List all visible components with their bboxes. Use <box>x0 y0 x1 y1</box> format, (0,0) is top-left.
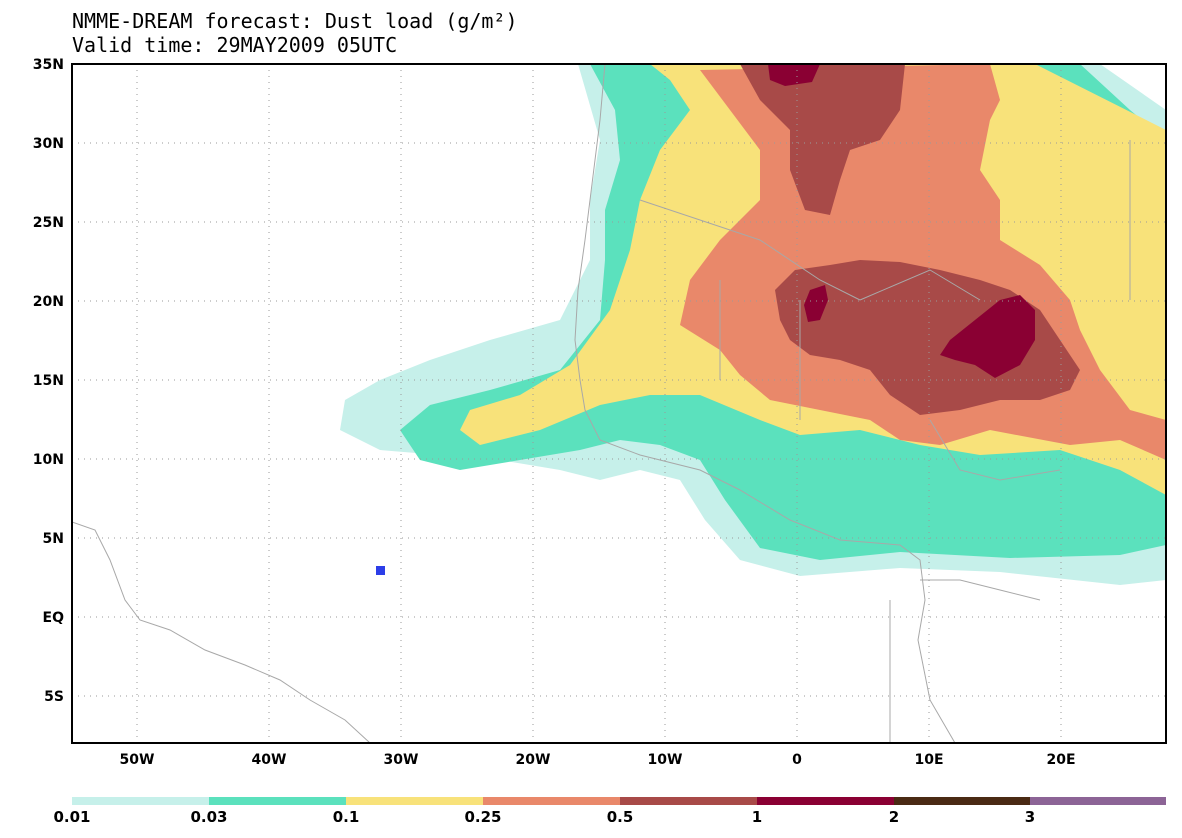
legend-colorbar <box>72 797 1166 805</box>
legend-swatch <box>346 797 483 805</box>
legend-label: 3 <box>1025 808 1035 826</box>
lat-label: 20N <box>33 294 64 310</box>
latitude-labels: 35N 30N 25N 20N 15N 10N 5N EQ 5S <box>33 57 64 705</box>
legend-swatch <box>620 797 757 805</box>
lat-label: 35N <box>33 57 64 73</box>
lat-label: 10N <box>33 452 64 468</box>
lat-label: 5N <box>43 531 64 547</box>
lon-label: 0 <box>792 752 802 768</box>
legend-swatch <box>894 797 1030 805</box>
map-title: NMME-DREAM forecast: Dust load (g/m²) <box>72 9 518 33</box>
station-marker <box>376 566 385 575</box>
legend-labels: 0.01 0.03 0.1 0.25 0.5 1 2 3 <box>53 808 1035 826</box>
lon-label: 50W <box>120 752 155 768</box>
legend-swatch <box>72 797 209 805</box>
dust-field <box>340 64 1166 585</box>
lat-label: 5S <box>44 689 64 705</box>
coastlines-borders <box>72 64 1131 743</box>
dust-band-1 <box>768 64 1035 378</box>
legend-label: 2 <box>889 808 899 826</box>
legend-label: 0.03 <box>190 808 227 826</box>
country-borders <box>639 140 1131 743</box>
legend-label: 1 <box>752 808 762 826</box>
lon-label: 40W <box>252 752 287 768</box>
legend-label: 0.1 <box>333 808 360 826</box>
legend-label: 0.25 <box>464 808 501 826</box>
lon-label: 10W <box>648 752 683 768</box>
south-america-coastline <box>72 521 371 743</box>
legend-label: 0.5 <box>607 808 634 826</box>
lon-label: 30W <box>384 752 419 768</box>
longitude-labels: 50W 40W 30W 20W 10W 0 10E 20E <box>120 752 1076 768</box>
legend-swatch <box>757 797 894 805</box>
legend-swatch <box>1030 797 1166 805</box>
africa-coastline <box>574 64 956 743</box>
lat-label: 30N <box>33 136 64 152</box>
legend-label: 0.01 <box>53 808 90 826</box>
lon-label: 20W <box>516 752 551 768</box>
lat-label: 25N <box>33 215 64 231</box>
lon-label: 20E <box>1046 752 1075 768</box>
map-frame <box>71 63 1167 744</box>
lon-label: 10E <box>914 752 943 768</box>
legend-swatch <box>209 797 346 805</box>
grid <box>72 64 1166 743</box>
valid-time: Valid time: 29MAY2009 05UTC <box>72 33 398 57</box>
lat-label: EQ <box>43 610 65 626</box>
lat-label: 15N <box>33 373 64 389</box>
legend-swatch <box>483 797 620 805</box>
